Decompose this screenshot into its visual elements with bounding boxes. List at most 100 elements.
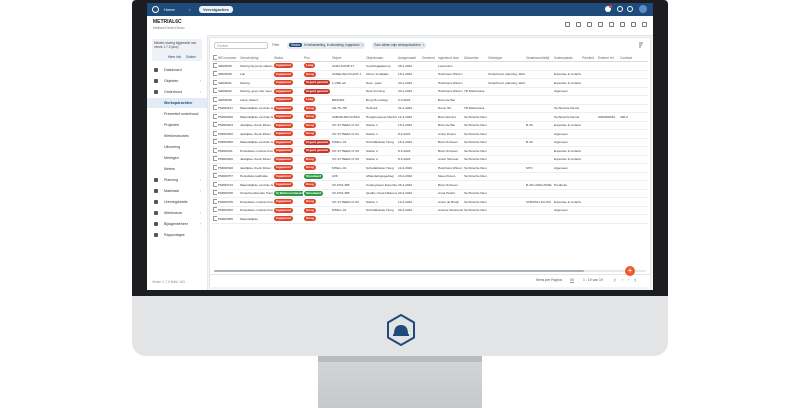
avatar[interactable]: [639, 5, 647, 13]
clock-icon[interactable]: [587, 22, 592, 27]
sidebar-item-metingen[interactable]: Metingen: [147, 153, 207, 163]
sidebar-item-werkopdrachten[interactable]: Werkopdrachten: [147, 98, 207, 108]
column-header[interactable]: Uitvoerder: [463, 54, 487, 62]
filter-icon[interactable]: [598, 22, 603, 27]
row-checkbox[interactable]: [213, 215, 217, 221]
mine-filter-chip[interactable]: Toon alleen mijn werkopdrachten ×: [372, 42, 427, 49]
table-row[interactable]: PM000252 Jaarlijkse check Dinter Ingepland…: [212, 129, 648, 139]
column-header[interactable]: Contract: [619, 54, 648, 62]
row-checkbox[interactable]: [213, 71, 217, 77]
sidebar-item-materiaal[interactable]: Materiaal ›: [147, 186, 207, 196]
column-header[interactable]: Gewenst: [421, 54, 437, 62]
sidebar-item-preventief[interactable]: Preventief onderhoud: [147, 109, 207, 119]
table-row[interactable]: 40000042 Storing, geen olie meer Ingepland…: [212, 87, 648, 96]
sidebar-item-werktoeuw[interactable]: Werktoeuw ›: [147, 208, 207, 218]
table-row[interactable]: 40000045 Storing bij pomp station Ingeplan…: [212, 61, 648, 71]
sidebar-item-planning[interactable]: Planning ›: [147, 175, 207, 185]
close-icon[interactable]: ×: [361, 43, 364, 47]
sidebar-item-projecten[interactable]: Projecten: [147, 120, 207, 130]
table-row[interactable]: PM000340 Jaarlijkse check Dinter Ingepland…: [212, 163, 648, 173]
table-row[interactable]: PM000311 Periodieke controle brand Ingepla…: [212, 146, 648, 156]
notification-bell-icon[interactable]: [605, 6, 611, 12]
row-checkbox[interactable]: [213, 130, 217, 136]
column-header[interactable]: Objectnaam: [365, 54, 397, 62]
row-checkbox[interactable]: [213, 190, 217, 196]
sidebar-item-onderhoud[interactable]: Onderhoud ›: [147, 87, 207, 97]
sidebar-item-objecten[interactable]: Objecten ›: [147, 76, 207, 86]
column-header[interactable]: Status: [273, 54, 303, 62]
sidebar-item-dashboard[interactable]: Dashboard: [147, 65, 207, 75]
column-header[interactable]: Object: [331, 54, 365, 62]
first-page-icon[interactable]: |‹: [614, 278, 617, 282]
prev-page-icon[interactable]: ‹: [622, 278, 624, 282]
column-header[interactable]: Ordertype: [487, 54, 525, 62]
phone-icon[interactable]: [565, 22, 570, 27]
scrollbar-thumb[interactable]: [214, 270, 584, 272]
add-work-order-button[interactable]: +: [625, 266, 635, 276]
column-header[interactable]: Prio: [303, 54, 331, 62]
table-row[interactable]: PM000282 Jaarlijkse check Dinter Ingepland…: [212, 155, 648, 164]
row-checkbox[interactable]: [213, 156, 217, 162]
column-header[interactable]: Prioriteit: [581, 54, 597, 62]
sidebar-item-urenregistratie[interactable]: Urenregistratie: [147, 197, 207, 207]
row-checkbox[interactable]: [213, 207, 217, 213]
table-row[interactable]: 40000041 Storing Ingepland Urgent gemeld 1-V…: [212, 78, 648, 88]
row-checkbox[interactable]: [213, 105, 217, 111]
row-checkbox[interactable]: [213, 139, 217, 145]
column-header[interactable]: Aangemaakt: [397, 54, 421, 62]
status-filter-chip[interactable]: Status In behandeling, In afronding, Inge…: [287, 42, 366, 49]
table-row[interactable]: PM000756 Periodieke controle brand Ingepla…: [212, 197, 648, 207]
search-input[interactable]: Zoeken: [214, 42, 268, 49]
row-checkbox[interactable]: [213, 164, 217, 170]
info-more-link[interactable]: Meer info: [168, 55, 182, 59]
view-icon[interactable]: [609, 22, 614, 27]
info-close-link[interactable]: Sluiten: [186, 55, 196, 59]
row-checkbox[interactable]: [213, 198, 217, 204]
close-icon[interactable]: ×: [422, 43, 425, 47]
sidebar-item-rapportages[interactable]: Rapportages: [147, 230, 207, 240]
sidebar-item-uitvoering[interactable]: Uitvoering: [147, 142, 207, 152]
refresh-icon[interactable]: [576, 22, 581, 27]
column-header[interactable]: [212, 54, 217, 62]
last-page-icon[interactable]: ›|: [634, 278, 637, 282]
table-row[interactable]: 40000030 Lek Ingepland Hoog AFDELING-PLANT-1…: [212, 70, 648, 79]
column-header[interactable]: Ingediend door: [437, 54, 463, 62]
sort-icon[interactable]: [638, 42, 644, 48]
help-icon[interactable]: [617, 6, 623, 12]
row-checkbox[interactable]: [213, 181, 217, 187]
home-icon[interactable]: [152, 6, 159, 13]
sidebar-item-meters[interactable]: Meters: [147, 164, 207, 174]
row-checkbox[interactable]: [213, 79, 217, 85]
select-all-checkbox[interactable]: [213, 54, 217, 60]
column-header[interactable]: WO-nummer: [217, 54, 239, 62]
page-size-select[interactable]: 50: [570, 278, 574, 283]
table-row[interactable]: 40000048 Lamp 'defect' Ingepland Laag BRAND1…: [212, 95, 648, 105]
settings-icon[interactable]: [627, 6, 633, 12]
column-header[interactable]: Omschrijving: [239, 54, 273, 62]
column-header[interactable]: Externe ref: [597, 54, 619, 62]
breadcrumb-home[interactable]: Home: [164, 7, 175, 12]
row-checkbox[interactable]: [213, 88, 217, 94]
download-icon[interactable]: [620, 22, 625, 27]
breadcrumb-current[interactable]: Vervolgacties: [199, 6, 233, 13]
column-header[interactable]: Kostenplaats: [553, 54, 581, 62]
column-header[interactable]: Verantwoordelijk: [525, 54, 553, 62]
table-row[interactable]: PM000757 Periodieke kalibratie Ingepland St…: [212, 172, 648, 181]
sidebar-item-werkinstructies[interactable]: Werkinstructies: [147, 131, 207, 141]
delete-icon[interactable]: [631, 22, 636, 27]
row-checkbox[interactable]: [213, 173, 217, 179]
columns-icon[interactable]: [642, 22, 647, 27]
sidebar-item-bijlagenbeheer[interactable]: Bijlagenbeheer ›: [147, 219, 207, 229]
row-checkbox[interactable]: [213, 62, 217, 68]
table-row[interactable]: PM000385 Maandelijkse Ingepland Hoog: [212, 214, 648, 224]
row-checkbox[interactable]: [213, 147, 217, 153]
table-row[interactable]: PM000263 Jaarlijkse check Dinter Ingepland…: [212, 121, 648, 130]
row-checkbox[interactable]: [213, 122, 217, 128]
next-page-icon[interactable]: ›: [628, 278, 630, 282]
row-checkbox[interactable]: [213, 113, 217, 119]
